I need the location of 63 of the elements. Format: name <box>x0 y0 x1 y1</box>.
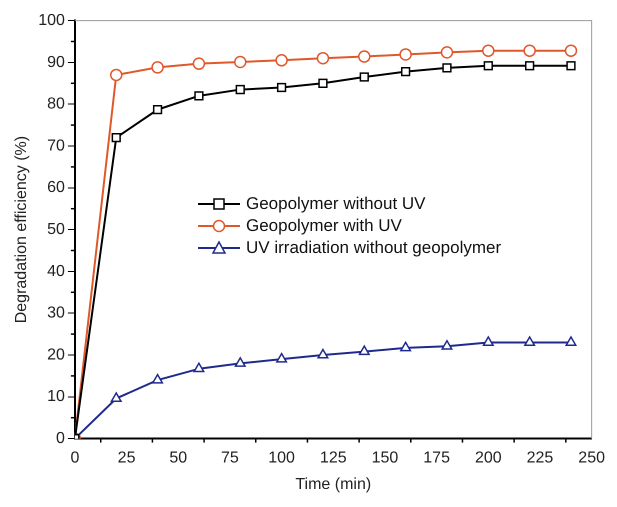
x-tick-label: 225 <box>526 450 554 467</box>
point <box>565 336 576 346</box>
point <box>482 336 494 346</box>
x-axis-title: Time (min) <box>295 476 372 493</box>
point <box>234 357 246 367</box>
y-tick-label: 100 <box>38 12 65 30</box>
point <box>276 352 288 363</box>
point <box>151 61 164 74</box>
point <box>152 104 162 114</box>
point <box>110 68 122 82</box>
point <box>318 78 328 88</box>
point <box>192 57 206 70</box>
x-tick-label: 50 <box>169 450 188 467</box>
point <box>236 84 245 94</box>
x-tick-label: 175 <box>423 450 450 467</box>
legend-label: Geopolymer with UV <box>246 216 402 236</box>
x-tick-label: 25 <box>118 450 136 467</box>
point <box>358 50 371 63</box>
point <box>360 72 369 82</box>
point <box>276 82 286 92</box>
point <box>442 63 452 72</box>
point <box>564 44 578 57</box>
y-tick-label: 20 <box>47 346 65 364</box>
point <box>523 44 536 57</box>
point <box>399 48 412 61</box>
point <box>193 362 204 372</box>
x-tick-label: 150 <box>372 450 398 467</box>
x-tick-label: 75 <box>221 450 239 467</box>
y-tick-label: 10 <box>47 388 65 406</box>
x-tick-label: 125 <box>320 450 347 467</box>
point <box>400 342 412 352</box>
x-tick-label: 200 <box>474 450 502 467</box>
y-tick-label: 0 <box>56 430 65 448</box>
point <box>441 340 452 350</box>
point <box>484 61 493 70</box>
point <box>440 46 454 59</box>
point <box>400 66 410 76</box>
point <box>194 91 204 100</box>
x-tick-label: 100 <box>268 450 296 467</box>
y-tick-label: 80 <box>47 96 65 113</box>
y-tick-label: 70 <box>47 137 65 154</box>
x-tick-label: 250 <box>578 450 606 467</box>
point <box>112 133 121 142</box>
point <box>110 392 122 402</box>
legend-label: Geopolymer without UV <box>246 194 426 214</box>
y-tick-label: 40 <box>47 262 65 280</box>
y-tick-label: 90 <box>47 54 65 71</box>
y-tick-label: 50 <box>47 221 65 238</box>
y-axis-title: Degradation efficiency (%) <box>13 136 30 324</box>
point <box>275 54 288 67</box>
y-tick-label: 30 <box>47 304 65 322</box>
point <box>317 348 328 358</box>
y-tick-label: 60 <box>47 179 65 196</box>
point <box>524 336 536 346</box>
point <box>152 374 164 384</box>
point <box>525 61 534 70</box>
point <box>482 44 495 57</box>
legend-label: UV irradiation without geopolymer <box>246 238 502 258</box>
x-tick-label: 0 <box>70 450 80 467</box>
point <box>316 52 330 64</box>
point <box>566 61 576 70</box>
point <box>234 56 247 68</box>
point <box>358 345 370 356</box>
